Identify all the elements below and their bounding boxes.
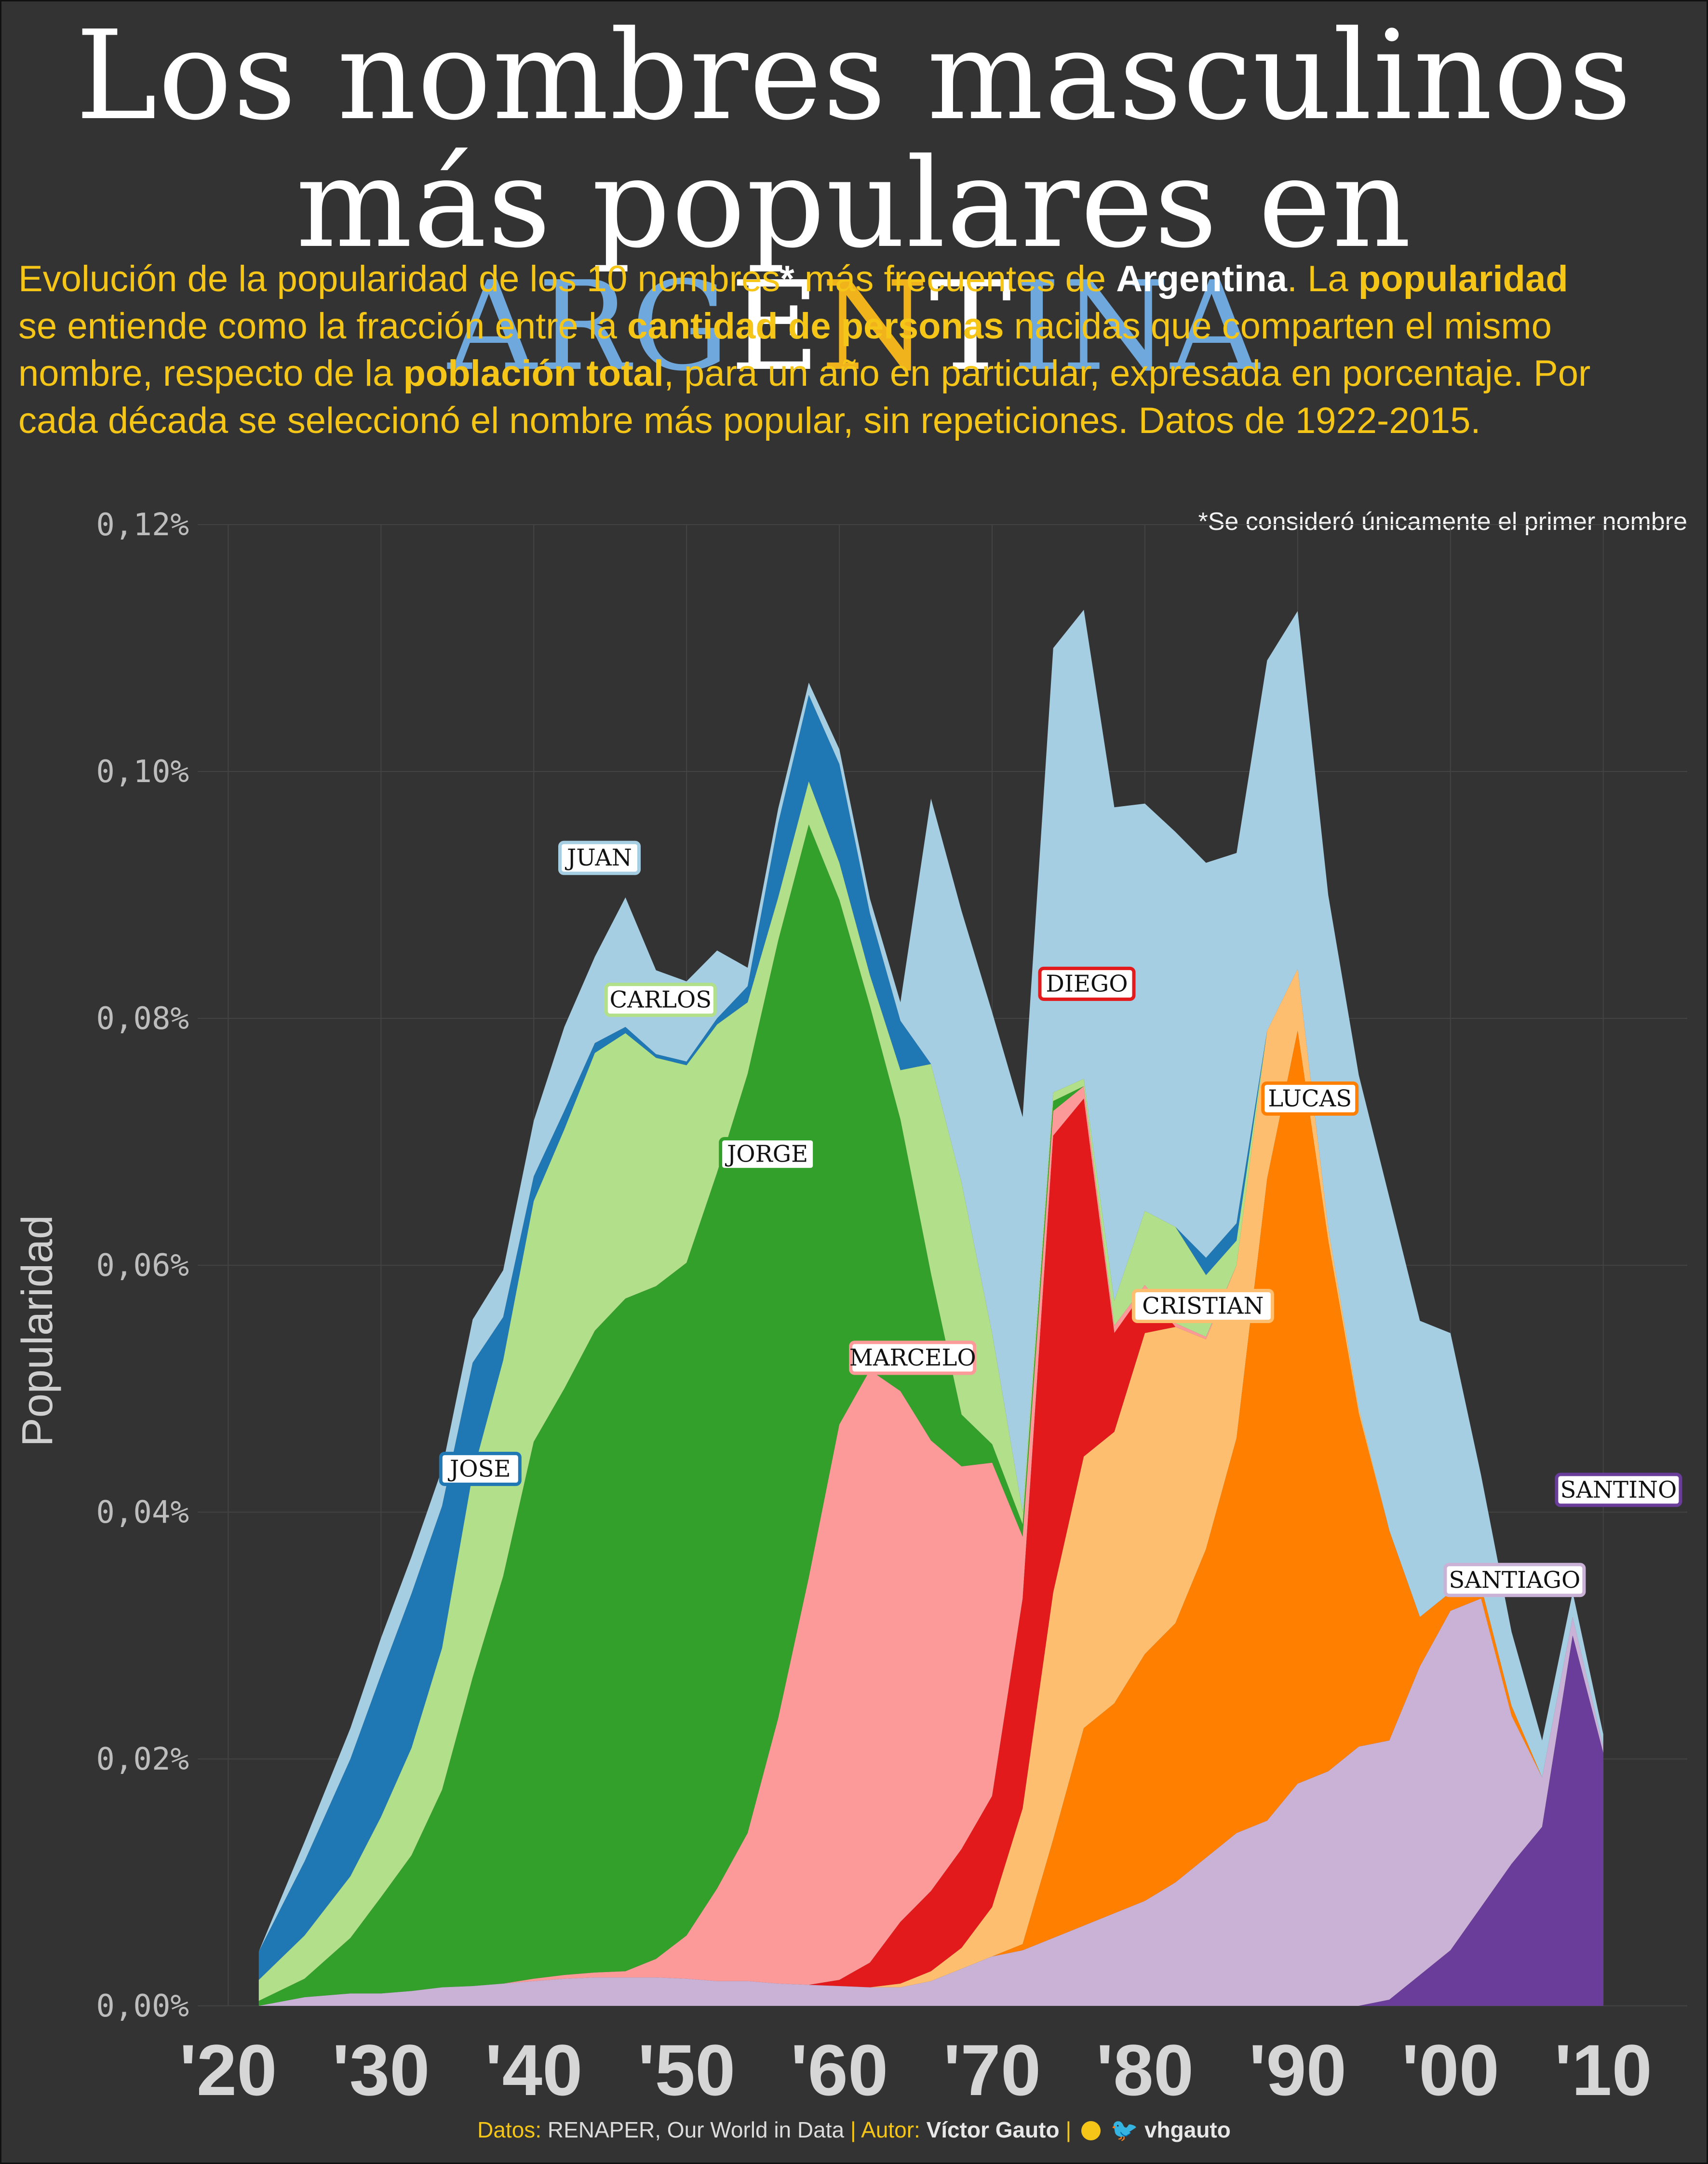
- subtitle-argentina: Argentina: [1116, 258, 1287, 299]
- subtitle-part: . La: [1287, 258, 1358, 299]
- footer-datos-key: Datos:: [477, 2117, 542, 2142]
- x-tick-label: '90: [1249, 2029, 1347, 2110]
- series-label-juan: JUAN: [558, 840, 641, 875]
- area-jorge: [258, 825, 1603, 2006]
- label-box: [1443, 1563, 1586, 1597]
- x-tick-label: '70: [943, 2029, 1041, 2110]
- series-label-jorge: JORGE: [719, 1137, 817, 1172]
- y-tick-label: 0,08%: [96, 1001, 189, 1037]
- axes: 0,00% 0,02% 0,04% 0,06% 0,08% 0,10% 0,12% '20 '3…: [96, 507, 1652, 2110]
- subtitle-part: , para un año en particular, expresada e…: [18, 353, 1591, 441]
- area-santiago: [258, 1598, 1603, 2006]
- label-text: SANTIAGO: [1449, 1567, 1580, 1594]
- subtitle-part: Evolución de la popularidad de los 10 no…: [18, 258, 780, 299]
- label-box: [849, 1340, 977, 1375]
- country-letters-1: E: [730, 255, 821, 398]
- area-juan: [258, 609, 1603, 1952]
- x-tick-label: '30: [332, 2029, 430, 2110]
- label-text: JOSE: [447, 1455, 511, 1482]
- area-lucas: [258, 1030, 1603, 2006]
- x-tick-label: '00: [1402, 2029, 1500, 2110]
- chart-title-line1: Los nombres masculinos: [75, 4, 1633, 148]
- y-tick-label: 0,04%: [96, 1495, 189, 1530]
- twitter-icon[interactable]: 🐦: [1110, 2117, 1139, 2142]
- x-tick-label: '80: [1096, 2029, 1194, 2110]
- y-tick-label: 0,10%: [96, 754, 189, 790]
- area-series: [258, 609, 1603, 2006]
- x-tick-label: '10: [1554, 2029, 1652, 2110]
- label-text: DIEGO: [1046, 970, 1128, 997]
- footer-autor-value: Víctor Gauto: [926, 2117, 1060, 2142]
- country-letters-2: N: [820, 255, 930, 398]
- area-carlos: [258, 781, 1603, 2001]
- label-text: CRISTIAN: [1142, 1292, 1264, 1319]
- subtitle-popularidad: popularidad: [1358, 258, 1568, 299]
- label-text: MARCELO: [849, 1344, 976, 1371]
- y-tick-label: 0,06%: [96, 1248, 189, 1284]
- label-box: [1131, 1288, 1274, 1323]
- y-axis-label: Popularidad: [13, 1215, 62, 1447]
- chart-subtitle: Evolución de la popularidad de los 10 no…: [18, 256, 1609, 445]
- subtitle-part: se entiende como la fracción entre la: [18, 306, 628, 347]
- series-label-jose: JOSE: [439, 1451, 522, 1486]
- subtitle-cantidad: cantidad de personas: [627, 306, 1004, 347]
- x-tick-label: '40: [485, 2029, 583, 2110]
- series-label-carlos: CARLOS: [604, 983, 717, 1017]
- country-name: ARGENTINA: [448, 255, 1260, 398]
- chart-title-prefix: más populares en: [296, 132, 1412, 275]
- footer-autor-key: | Autor:: [850, 2117, 920, 2142]
- y-tick-label: 0,12%: [96, 507, 189, 543]
- footnote: *Se consideró únicamente el primer nombr…: [1198, 508, 1687, 536]
- label-box: [1261, 1081, 1359, 1116]
- series-label-marcelo: MARCELO: [849, 1340, 977, 1375]
- series-label-cristian: CRISTIAN: [1131, 1288, 1274, 1323]
- label-text: JORGE: [725, 1141, 808, 1168]
- x-tick-label: '20: [179, 2029, 277, 2110]
- footer-datos-value: RENAPER, Our World in Data: [547, 2117, 845, 2142]
- label-text: CARLOS: [609, 987, 712, 1014]
- label-text: LUCAS: [1268, 1085, 1352, 1112]
- label-box: [1038, 966, 1136, 1001]
- subtitle-poblacion: población total: [403, 353, 664, 394]
- series-label-santino: SANTINO: [1555, 1473, 1682, 1507]
- x-tick-label: '50: [638, 2029, 736, 2110]
- label-box: [439, 1451, 522, 1486]
- x-tick-label: '60: [791, 2029, 888, 2110]
- label-box: [1555, 1473, 1682, 1507]
- label-box: [719, 1137, 817, 1172]
- footer-handle[interactable]: vhgauto: [1144, 2117, 1231, 2142]
- country-letters-3: T: [929, 255, 1013, 398]
- area-marcelo: [258, 969, 1603, 2006]
- country-letters-4: INA: [1012, 255, 1261, 398]
- label-box: [604, 983, 717, 1017]
- label-box: [558, 840, 641, 875]
- area-santino: [258, 1636, 1603, 2006]
- y-tick-label: 0,02%: [96, 1742, 189, 1777]
- subtitle-asterisk: *: [780, 258, 794, 299]
- label-text: JUAN: [565, 844, 632, 871]
- series-labels: JUAN CARLOS JORGE JOSE MARCELO DIEGO CRISTIAN L…: [439, 840, 1682, 1597]
- series-label-lucas: LUCAS: [1261, 1081, 1359, 1116]
- series-label-santiago: SANTIAGO: [1443, 1563, 1586, 1597]
- y-tick-label: 0,00%: [96, 1988, 189, 2024]
- github-icon[interactable]: [1081, 2121, 1101, 2140]
- footer-separator: |: [1065, 2117, 1072, 2142]
- series-label-diego: DIEGO: [1038, 966, 1136, 1001]
- subtitle-part: más frecuentes de: [794, 258, 1116, 299]
- subtitle-part: nacidas que comparten el mismo nombre, r…: [18, 306, 1552, 394]
- country-letters-0: ARG: [447, 255, 730, 398]
- chart-title-line2: más populares en ARGENTINA: [0, 142, 1708, 388]
- label-text: SANTINO: [1560, 1476, 1677, 1503]
- footer: Datos: RENAPER, Our World in Data | Auto…: [0, 2117, 1708, 2143]
